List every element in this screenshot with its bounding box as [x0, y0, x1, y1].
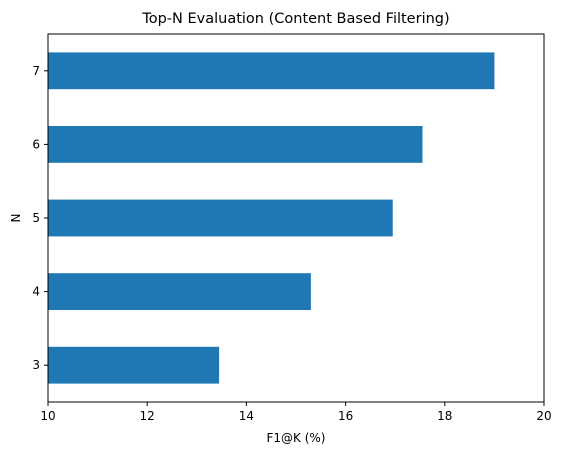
- y-tick-label-6: 6: [32, 137, 40, 151]
- bar-n-3: [48, 346, 220, 384]
- x-tick-label-14: 14: [239, 409, 254, 423]
- y-tick-label-3: 3: [32, 358, 40, 372]
- chart-title: Top-N Evaluation (Content Based Filterin…: [141, 11, 449, 27]
- x-axis-label: F1@K (%): [267, 431, 326, 445]
- x-tick-label-12: 12: [140, 409, 155, 423]
- bar-n-6: [48, 126, 423, 163]
- x-tick-label-20: 20: [536, 409, 551, 423]
- y-tick-label-4: 4: [32, 285, 40, 299]
- bar-n-7: [48, 52, 495, 90]
- bar-n-4: [48, 273, 311, 310]
- y-axis-label: N: [9, 214, 23, 223]
- y-axis-ticks: 3 4 5 6 7: [32, 64, 48, 372]
- x-tick-label-10: 10: [40, 409, 55, 423]
- bar-n-5: [48, 199, 393, 237]
- bars-group: [48, 52, 495, 384]
- x-axis-ticks: 10 12 14 16 18 20: [40, 402, 552, 423]
- y-tick-label-7: 7: [32, 64, 40, 78]
- y-tick-label-5: 5: [32, 211, 40, 225]
- x-tick-label-16: 16: [338, 409, 353, 423]
- x-tick-label-18: 18: [437, 409, 452, 423]
